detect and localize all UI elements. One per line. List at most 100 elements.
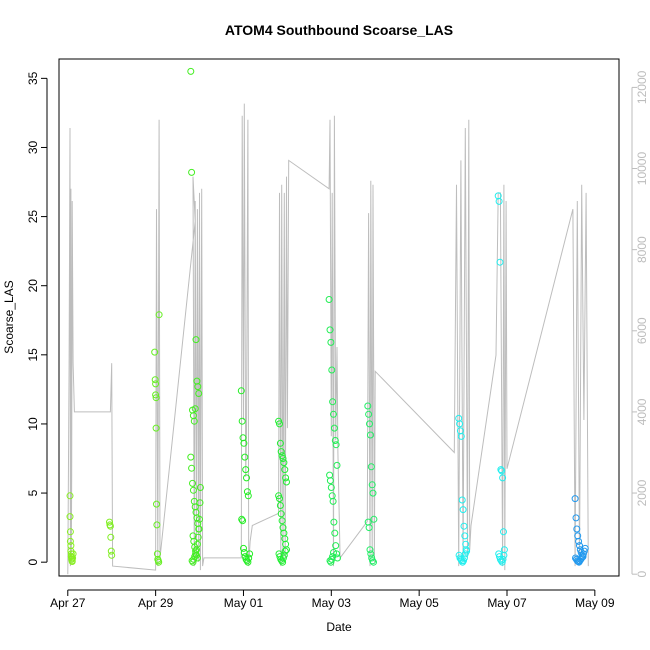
- data-point: [330, 424, 338, 432]
- data-point: [332, 542, 340, 550]
- y-axis-right: 0 2000 4000 6000 8000 10000 12000: [631, 70, 649, 578]
- data-point: [238, 515, 246, 523]
- data-point: [242, 466, 250, 474]
- plot-frame: [58, 58, 620, 577]
- data-point: [187, 453, 195, 461]
- y-tick-label: 0: [26, 559, 40, 566]
- data-point: [499, 474, 507, 482]
- chart-title: ATOM4 Southbound Scoarse_LAS: [225, 22, 453, 38]
- data-point: [243, 488, 251, 496]
- data-point: [329, 497, 337, 505]
- data-point: [330, 549, 337, 556]
- y-axis: 0 5 10 15 20 25 30 35: [26, 71, 48, 566]
- data-point: [107, 533, 115, 541]
- data-point: [367, 463, 375, 471]
- data-point: [241, 453, 249, 461]
- y-right-tick-label: 10000: [635, 152, 649, 186]
- data-point: [195, 390, 203, 397]
- data-point: [153, 500, 160, 508]
- data-point: [581, 544, 589, 552]
- data-point: [366, 431, 374, 439]
- data-point: [367, 550, 375, 558]
- data-point: [276, 553, 284, 561]
- data-point: [329, 553, 337, 561]
- data-point: [245, 554, 253, 562]
- data-point: [194, 533, 202, 541]
- data-point: [152, 394, 160, 402]
- data-point: [151, 376, 159, 384]
- data-point: [364, 402, 372, 410]
- data-point: [328, 555, 336, 563]
- data-point: [331, 437, 339, 444]
- data-point: [189, 486, 197, 494]
- data-point: [189, 479, 196, 487]
- data-point: [275, 492, 283, 500]
- x-axis-label: Date: [326, 620, 352, 634]
- data-point: [369, 557, 377, 565]
- data-point: [151, 348, 159, 356]
- data-point: [196, 499, 204, 507]
- y-right-tick-label: 0: [635, 571, 649, 578]
- data-point: [370, 558, 377, 566]
- x-tick-label: Apr 29: [138, 596, 174, 610]
- data-point: [190, 417, 198, 425]
- data-point: [328, 492, 336, 500]
- data-point: [244, 492, 252, 500]
- data-point: [279, 558, 287, 566]
- data-point: [281, 466, 289, 474]
- y-right-tick-label: 4000: [635, 398, 649, 425]
- data-point: [280, 529, 288, 537]
- data-point: [277, 448, 285, 456]
- x-tick-label: May 05: [399, 596, 439, 610]
- data-point: [66, 528, 74, 536]
- data-point: [280, 459, 288, 467]
- data-point: [108, 551, 116, 559]
- data-point: [237, 387, 245, 395]
- y-right-tick-label: 2000: [635, 479, 649, 506]
- y-tick-label: 30: [26, 140, 40, 154]
- data-point: [66, 492, 74, 500]
- data-point: [499, 555, 507, 563]
- data-point: [276, 439, 284, 447]
- y-tick-label: 35: [26, 71, 40, 85]
- data-point: [187, 67, 195, 75]
- right-axis-line: [67, 103, 589, 575]
- data-point: [573, 525, 581, 533]
- data-point: [276, 420, 283, 428]
- data-point: [460, 554, 468, 562]
- data-point: [192, 336, 200, 344]
- data-point: [244, 558, 252, 566]
- data-point: [326, 477, 334, 485]
- data-point: [459, 506, 467, 514]
- data-point: [196, 515, 203, 523]
- data-point: [461, 532, 469, 540]
- data-point: [576, 542, 583, 550]
- data-point: [280, 551, 288, 559]
- y-tick-label: 15: [26, 348, 40, 362]
- data-point: [330, 410, 337, 418]
- data-point: [455, 414, 463, 422]
- data-point: [155, 311, 163, 319]
- y-right-tick-label: 12000: [635, 70, 649, 104]
- data-point: [496, 258, 504, 266]
- data-point: [281, 547, 289, 555]
- y-right-tick-label: 6000: [635, 317, 649, 344]
- y-tick-label: 5: [26, 489, 40, 496]
- data-point: [332, 441, 340, 449]
- data-point: [68, 558, 76, 565]
- y-right-tick-label: 8000: [635, 236, 649, 263]
- data-point: [152, 380, 160, 388]
- data-point: [106, 518, 113, 526]
- data-point: [326, 326, 334, 334]
- data-point: [495, 197, 503, 205]
- data-point: [278, 517, 286, 525]
- data-point: [327, 484, 335, 491]
- data-point: [276, 495, 283, 503]
- data-point: [366, 546, 374, 554]
- data-point: [497, 466, 505, 474]
- data-point: [277, 510, 285, 518]
- data-point: [365, 524, 373, 532]
- data-point: [240, 544, 247, 552]
- data-point: [188, 168, 196, 176]
